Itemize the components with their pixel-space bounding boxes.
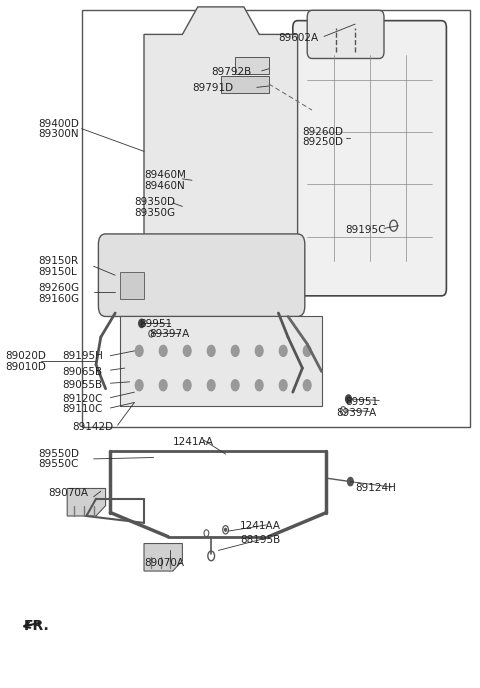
Circle shape xyxy=(255,380,263,391)
Text: 89250D: 89250D xyxy=(302,138,343,147)
Bar xyxy=(120,316,322,406)
Text: 89195C: 89195C xyxy=(346,226,386,235)
Text: 89120C: 89120C xyxy=(62,394,103,404)
Circle shape xyxy=(231,345,239,356)
Text: 89791D: 89791D xyxy=(192,83,233,93)
FancyBboxPatch shape xyxy=(293,21,446,296)
Text: 89065B: 89065B xyxy=(62,367,103,376)
Text: 89150R: 89150R xyxy=(38,257,79,266)
Circle shape xyxy=(159,380,167,391)
Circle shape xyxy=(183,380,191,391)
Text: 1241AA: 1241AA xyxy=(173,437,214,447)
Text: 89260G: 89260G xyxy=(38,283,80,293)
Polygon shape xyxy=(144,7,298,261)
Polygon shape xyxy=(144,544,182,571)
Text: 89550C: 89550C xyxy=(38,460,79,469)
FancyBboxPatch shape xyxy=(98,234,305,316)
Text: 89792B: 89792B xyxy=(211,67,252,77)
Text: 89951: 89951 xyxy=(346,398,379,407)
Text: 89951: 89951 xyxy=(139,319,172,329)
Circle shape xyxy=(135,345,143,356)
Text: 89124H: 89124H xyxy=(355,484,396,493)
Text: 89055B: 89055B xyxy=(62,380,103,389)
Circle shape xyxy=(159,345,167,356)
Polygon shape xyxy=(67,488,106,516)
Text: 89350G: 89350G xyxy=(134,208,176,217)
Circle shape xyxy=(303,345,311,356)
Circle shape xyxy=(225,528,227,531)
Text: 89195H: 89195H xyxy=(62,352,103,361)
FancyBboxPatch shape xyxy=(307,10,384,58)
Text: 89460M: 89460M xyxy=(144,171,186,180)
Text: 89397A: 89397A xyxy=(336,408,376,418)
Text: 89550D: 89550D xyxy=(38,449,79,459)
Circle shape xyxy=(231,380,239,391)
Bar xyxy=(235,57,269,74)
Text: 88195B: 88195B xyxy=(240,535,280,545)
Bar xyxy=(221,76,269,93)
Bar xyxy=(120,272,144,299)
Text: 89400D: 89400D xyxy=(38,119,79,129)
Circle shape xyxy=(139,319,144,327)
Circle shape xyxy=(279,380,287,391)
Text: 89602A: 89602A xyxy=(278,33,319,43)
Text: 89070A: 89070A xyxy=(144,558,184,568)
Text: 89460N: 89460N xyxy=(144,181,185,191)
Circle shape xyxy=(183,345,191,356)
Text: 89142D: 89142D xyxy=(72,422,113,431)
Text: 89300N: 89300N xyxy=(38,129,79,139)
Text: FR.: FR. xyxy=(24,619,50,633)
Text: 89020D: 89020D xyxy=(5,352,46,361)
Text: 89397A: 89397A xyxy=(149,330,189,339)
Text: 89260D: 89260D xyxy=(302,127,343,137)
Text: 89350D: 89350D xyxy=(134,197,175,207)
Bar xyxy=(82,10,470,427)
Text: 89110C: 89110C xyxy=(62,405,103,414)
Circle shape xyxy=(255,345,263,356)
Circle shape xyxy=(348,477,353,486)
Text: 89150L: 89150L xyxy=(38,267,77,277)
Circle shape xyxy=(303,380,311,391)
Circle shape xyxy=(207,380,215,391)
Text: 89010D: 89010D xyxy=(5,362,46,372)
Circle shape xyxy=(279,345,287,356)
Text: 1241AA: 1241AA xyxy=(240,522,281,531)
Circle shape xyxy=(135,380,143,391)
Text: 89070A: 89070A xyxy=(48,488,88,497)
Circle shape xyxy=(207,345,215,356)
Text: 89160G: 89160G xyxy=(38,294,80,303)
Circle shape xyxy=(346,395,351,403)
